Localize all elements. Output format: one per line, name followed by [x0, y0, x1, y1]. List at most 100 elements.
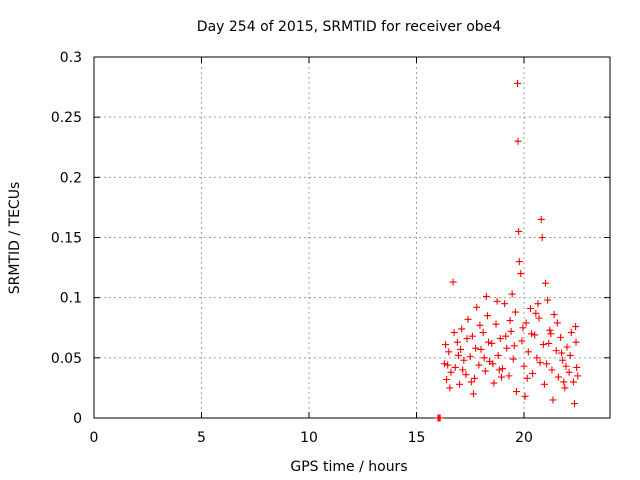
- y-tick-label: 0.3: [60, 50, 82, 66]
- data-point: [569, 378, 577, 386]
- data-point: [507, 327, 515, 335]
- data-point: [571, 400, 579, 408]
- data-point: [457, 345, 465, 353]
- data-point: [572, 323, 580, 331]
- data-point: [468, 332, 476, 340]
- data-point: [475, 361, 483, 369]
- data-point: [476, 321, 484, 329]
- y-tick-label: 0.1: [60, 291, 82, 307]
- data-point: [515, 258, 523, 266]
- data-point: [503, 344, 511, 352]
- data-point: [559, 356, 567, 364]
- data-point: [514, 79, 522, 87]
- data-point: [510, 342, 518, 350]
- data-point: [537, 215, 545, 223]
- data-point: [492, 320, 500, 328]
- data-point: [514, 137, 522, 145]
- grid-lines: [94, 57, 610, 418]
- data-point: [501, 300, 509, 308]
- data-point: [456, 380, 463, 388]
- data-point: [453, 338, 461, 346]
- data-point: [566, 351, 574, 359]
- data-point: [562, 362, 570, 370]
- x-tick-label: 15: [408, 430, 426, 446]
- x-tick-label: 10: [300, 430, 318, 446]
- data-point: [481, 367, 489, 375]
- data-point: [517, 270, 525, 278]
- data-point: [472, 344, 480, 352]
- data-points: [434, 79, 582, 422]
- data-point: [462, 371, 470, 379]
- data-point: [554, 373, 562, 381]
- y-tick-label: 0.25: [51, 110, 82, 126]
- data-point: [446, 384, 454, 392]
- axes: [93, 56, 611, 419]
- data-point: [485, 338, 493, 346]
- data-point: [509, 355, 517, 363]
- data-point: [436, 414, 444, 422]
- data-point: [533, 354, 541, 362]
- data-point: [515, 227, 523, 235]
- data-point: [574, 372, 582, 380]
- data-point: [479, 329, 487, 337]
- x-tick-label: 5: [197, 430, 206, 446]
- data-point: [543, 360, 551, 368]
- data-point: [561, 384, 569, 392]
- data-point: [458, 325, 466, 333]
- data-point: [473, 303, 481, 311]
- data-point: [522, 319, 530, 327]
- data-point: [464, 315, 472, 323]
- data-point: [536, 359, 544, 367]
- data-point: [548, 366, 556, 374]
- data-point: [459, 366, 467, 374]
- data-point: [535, 314, 543, 322]
- data-point: [483, 312, 491, 320]
- y-axis-label: SRMTID / TECUs: [7, 182, 23, 295]
- data-point: [545, 339, 553, 347]
- data-point: [550, 311, 558, 319]
- x-tick-label: 0: [90, 430, 99, 446]
- data-point: [451, 363, 459, 371]
- x-axis-label: GPS time / hours: [290, 459, 407, 475]
- data-point: [506, 317, 514, 325]
- data-point: [511, 308, 519, 316]
- data-point: [573, 363, 581, 371]
- data-point: [542, 279, 549, 287]
- data-point: [505, 372, 513, 380]
- data-point: [489, 360, 497, 368]
- data-point: [488, 339, 496, 347]
- data-point: [490, 379, 498, 387]
- data-point: [460, 356, 468, 364]
- y-tick-label: 0.05: [51, 351, 82, 367]
- data-point: [445, 348, 453, 356]
- data-point: [552, 347, 560, 355]
- data-point: [440, 360, 448, 368]
- data-point: [447, 368, 455, 376]
- data-point: [553, 319, 561, 327]
- data-point: [563, 343, 571, 351]
- data-point: [549, 396, 557, 404]
- data-point: [546, 326, 554, 334]
- data-point: [532, 309, 540, 317]
- data-point: [534, 300, 542, 308]
- data-point: [466, 353, 474, 361]
- data-point: [444, 361, 452, 369]
- data-point: [497, 373, 505, 381]
- data-point: [544, 296, 552, 304]
- x-tick-labels: 0 5 10 15 20: [90, 430, 533, 446]
- data-point: [496, 335, 504, 343]
- data-point: [480, 354, 488, 362]
- data-point: [572, 338, 580, 346]
- data-point: [512, 388, 520, 396]
- data-point: [493, 297, 501, 305]
- data-point: [521, 392, 529, 400]
- data-point: [526, 304, 534, 312]
- y-tick-label: 0.15: [51, 231, 82, 247]
- data-point: [454, 351, 462, 359]
- data-point: [463, 335, 471, 343]
- data-point: [540, 380, 548, 388]
- data-point: [538, 234, 546, 241]
- data-point: [523, 374, 531, 382]
- data-point: [450, 329, 458, 337]
